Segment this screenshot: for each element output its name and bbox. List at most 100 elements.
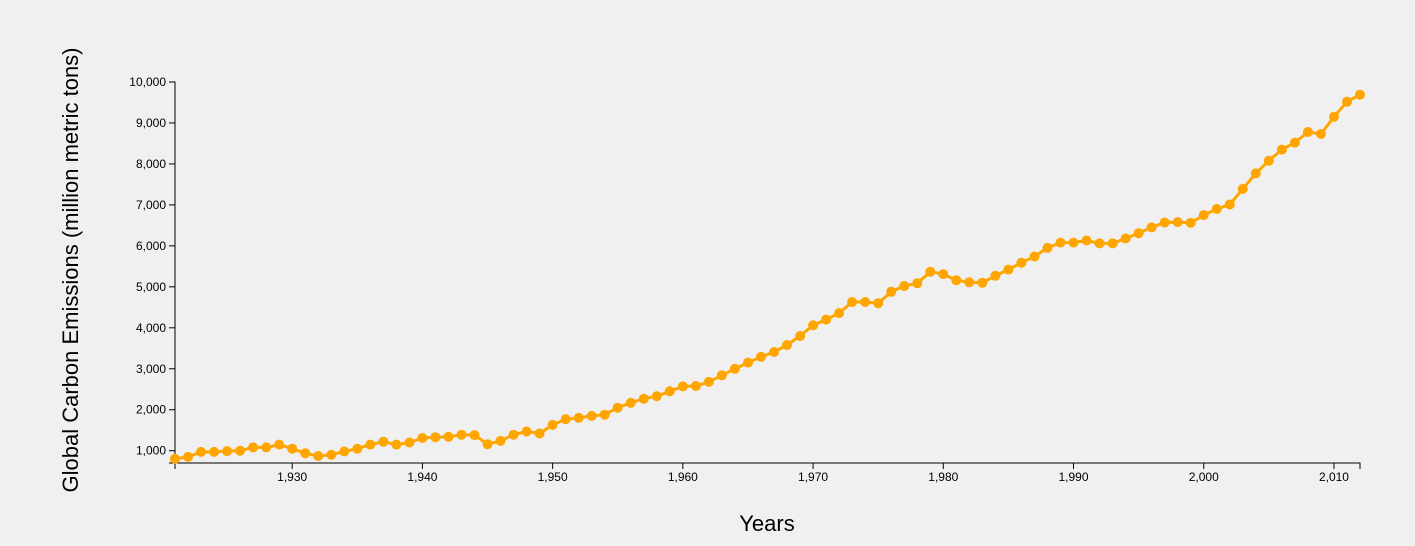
y-axis: 1,000 2,000 3,000 4,000 5,000 6,000 7,000 8,000…: [129, 75, 176, 464]
y-tick-label: 9,000: [136, 116, 166, 130]
data-point[interactable]: [352, 443, 363, 454]
data-point[interactable]: [886, 286, 897, 297]
data-point[interactable]: [508, 429, 519, 440]
data-point[interactable]: [873, 298, 884, 309]
data-point[interactable]: [1289, 137, 1300, 148]
y-tick-label: 8,000: [136, 157, 166, 171]
data-point[interactable]: [1120, 233, 1131, 244]
data-point[interactable]: [573, 412, 584, 423]
data-point[interactable]: [248, 442, 259, 453]
data-point[interactable]: [1172, 217, 1183, 228]
data-point[interactable]: [1224, 199, 1235, 210]
data-point[interactable]: [222, 446, 233, 457]
data-point[interactable]: [912, 278, 923, 289]
data-point[interactable]: [1355, 89, 1365, 100]
data-point[interactable]: [1185, 217, 1196, 228]
data-point[interactable]: [1211, 204, 1222, 214]
data-point[interactable]: [677, 381, 688, 392]
data-point[interactable]: [482, 439, 493, 450]
data-point[interactable]: [430, 432, 441, 443]
data-point[interactable]: [769, 347, 779, 357]
data-point[interactable]: [183, 451, 193, 462]
data-point[interactable]: [1250, 168, 1261, 179]
data-point[interactable]: [1302, 127, 1313, 137]
plot-area: [170, 89, 1365, 464]
data-point[interactable]: [1315, 129, 1326, 139]
data-point[interactable]: [1094, 238, 1105, 249]
data-point[interactable]: [469, 430, 480, 441]
data-point[interactable]: [586, 410, 597, 421]
data-point[interactable]: [274, 439, 285, 450]
data-point[interactable]: [1198, 210, 1209, 221]
data-point[interactable]: [938, 269, 949, 280]
data-point[interactable]: [404, 437, 415, 448]
data-point[interactable]: [326, 449, 337, 460]
data-point[interactable]: [235, 445, 246, 456]
data-point[interactable]: [1342, 96, 1352, 107]
data-point[interactable]: [847, 297, 858, 307]
data-point[interactable]: [313, 451, 324, 461]
data-point[interactable]: [1133, 228, 1144, 239]
data-point[interactable]: [209, 446, 220, 457]
data-point[interactable]: [339, 446, 350, 457]
data-point[interactable]: [716, 370, 727, 381]
data-point[interactable]: [261, 442, 272, 453]
data-point[interactable]: [1107, 238, 1118, 249]
data-point[interactable]: [1042, 242, 1053, 253]
data-point[interactable]: [860, 297, 871, 307]
data-point[interactable]: [690, 381, 701, 391]
data-point[interactable]: [287, 443, 298, 454]
data-point[interactable]: [625, 397, 636, 408]
y-tick-label: 7,000: [136, 198, 166, 212]
data-point[interactable]: [1068, 237, 1079, 248]
data-point[interactable]: [821, 314, 832, 325]
data-point[interactable]: [1329, 111, 1339, 122]
data-point[interactable]: [417, 433, 428, 443]
data-point[interactable]: [664, 386, 675, 397]
data-point[interactable]: [925, 266, 936, 277]
data-point[interactable]: [560, 414, 571, 425]
data-point[interactable]: [612, 402, 623, 413]
data-point[interactable]: [443, 431, 454, 442]
data-point[interactable]: [834, 308, 845, 319]
data-point[interactable]: [1159, 217, 1170, 228]
data-point[interactable]: [391, 439, 402, 450]
data-point[interactable]: [1237, 183, 1248, 194]
data-point[interactable]: [743, 357, 753, 368]
data-point[interactable]: [651, 391, 662, 402]
data-point[interactable]: [899, 281, 910, 291]
data-point[interactable]: [638, 393, 649, 404]
data-point[interactable]: [729, 363, 740, 374]
data-point[interactable]: [300, 448, 311, 459]
data-point[interactable]: [1055, 237, 1066, 248]
data-point[interactable]: [1263, 155, 1274, 166]
data-point[interactable]: [521, 426, 532, 437]
data-point[interactable]: [456, 429, 467, 440]
data-point[interactable]: [1276, 144, 1287, 155]
data-point[interactable]: [1016, 257, 1027, 268]
data-point[interactable]: [599, 409, 610, 420]
data-point[interactable]: [1146, 222, 1157, 233]
data-point[interactable]: [782, 340, 792, 350]
data-point[interactable]: [990, 270, 1001, 281]
data-point[interactable]: [808, 320, 819, 331]
data-point[interactable]: [951, 275, 962, 286]
data-point[interactable]: [365, 439, 376, 450]
data-point[interactable]: [495, 435, 506, 446]
data-point[interactable]: [964, 277, 975, 288]
data-point[interactable]: [1029, 251, 1040, 262]
data-point[interactable]: [795, 331, 806, 341]
x-tick-label: 2,000: [1189, 470, 1219, 484]
data-point[interactable]: [977, 277, 988, 288]
data-point[interactable]: [1003, 264, 1014, 275]
data-point[interactable]: [547, 419, 558, 430]
data-point[interactable]: [378, 436, 389, 447]
data-point[interactable]: [534, 428, 545, 439]
data-point[interactable]: [170, 453, 180, 464]
data-point[interactable]: [703, 376, 714, 387]
data-point[interactable]: [196, 446, 206, 457]
data-point[interactable]: [1081, 235, 1092, 246]
x-tick-label: 2,010: [1319, 470, 1349, 484]
data-point[interactable]: [756, 351, 766, 362]
